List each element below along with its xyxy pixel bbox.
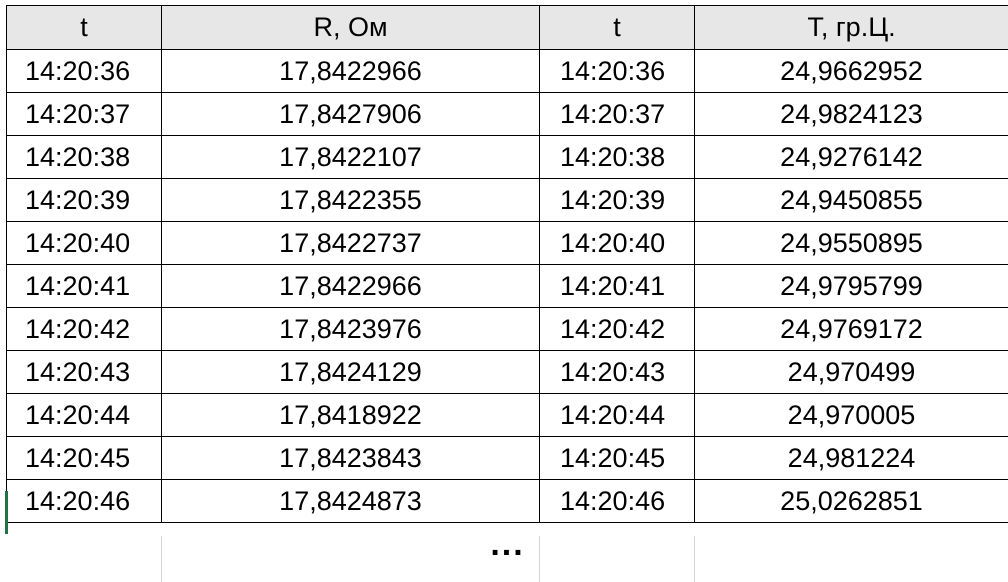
table-row: 14:20:40 17,8422737 14:20:40 24,9550895 [6, 221, 1008, 265]
table-row: 14:20:37 17,8427906 14:20:37 24,9824123 [6, 92, 1008, 136]
table-footer: ... [6, 522, 1008, 567]
cell-time-2[interactable]: 14:20:41 [539, 264, 695, 308]
cell-temperature[interactable]: 24,9795799 [694, 264, 1008, 308]
cell-time-1[interactable]: 14:20:39 [6, 178, 162, 222]
cell-time-2[interactable]: 14:20:40 [539, 221, 695, 265]
table-row: 14:20:36 17,8422966 14:20:36 24,9662952 [6, 49, 1008, 93]
cell-time-2[interactable]: 14:20:38 [539, 135, 695, 179]
header-row: t R, Ом t T, гр.Ц. [6, 5, 1008, 50]
cell-time-1[interactable]: 14:20:41 [6, 264, 162, 308]
cell-resistance[interactable]: 17,8422355 [161, 178, 540, 222]
table-row: 14:20:44 17,8418922 14:20:44 24,970005 [6, 393, 1008, 437]
cell-temperature[interactable]: 24,981224 [694, 436, 1008, 480]
cell-time-1[interactable]: 14:20:46 [6, 479, 162, 523]
cell-temperature[interactable]: 24,9662952 [694, 49, 1008, 93]
cell-resistance[interactable]: 17,8423976 [161, 307, 540, 351]
header-resistance[interactable]: R, Ом [161, 5, 540, 50]
cell-time-2[interactable]: 14:20:39 [539, 178, 695, 222]
cell-time-2[interactable]: 14:20:37 [539, 92, 695, 136]
gridline-faint [539, 536, 540, 582]
cell-time-2[interactable]: 14:20:46 [539, 479, 695, 523]
cell-temperature[interactable]: 24,9824123 [694, 92, 1008, 136]
table-row: 14:20:46 17,8424873 14:20:46 25,0262851 [6, 479, 1008, 523]
gridline-faint [694, 536, 695, 582]
sheet-left-edge [0, 0, 6, 582]
cell-temperature[interactable]: 24,9550895 [694, 221, 1008, 265]
table-row: 14:20:43 17,8424129 14:20:43 24,970499 [6, 350, 1008, 394]
cell-time-1[interactable]: 14:20:42 [6, 307, 162, 351]
table-row: 14:20:39 17,8422355 14:20:39 24,9450855 [6, 178, 1008, 222]
cell-resistance[interactable]: 17,8423843 [161, 436, 540, 480]
cell-resistance[interactable]: 17,8418922 [161, 393, 540, 437]
cell-temperature[interactable]: 24,9769172 [694, 307, 1008, 351]
cell-resistance[interactable]: 17,8424129 [161, 350, 540, 394]
table-row: 14:20:42 17,8423976 14:20:42 24,9769172 [6, 307, 1008, 351]
continuation-row: ... [6, 522, 1008, 567]
cell-resistance[interactable]: 17,8422966 [161, 49, 540, 93]
cell-temperature[interactable]: 24,9276142 [694, 135, 1008, 179]
table-row: 14:20:41 17,8422966 14:20:41 24,9795799 [6, 264, 1008, 308]
cell-time-1[interactable]: 14:20:40 [6, 221, 162, 265]
continuation-ellipsis[interactable]: ... [6, 522, 1008, 567]
cell-temperature[interactable]: 25,0262851 [694, 479, 1008, 523]
table-row: 14:20:38 17,8422107 14:20:38 24,9276142 [6, 135, 1008, 179]
cell-time-2[interactable]: 14:20:43 [539, 350, 695, 394]
cell-resistance[interactable]: 17,8427906 [161, 92, 540, 136]
cell-time-2[interactable]: 14:20:36 [539, 49, 695, 93]
header-time-2[interactable]: t [539, 5, 695, 50]
cell-temperature[interactable]: 24,970499 [694, 350, 1008, 394]
cell-temperature[interactable]: 24,9450855 [694, 178, 1008, 222]
cell-time-1[interactable]: 14:20:38 [6, 135, 162, 179]
cell-time-2[interactable]: 14:20:45 [539, 436, 695, 480]
cell-time-1[interactable]: 14:20:45 [6, 436, 162, 480]
table-header: t R, Ом t T, гр.Ц. [6, 5, 1008, 50]
gridline-faint [161, 536, 162, 582]
cell-time-1[interactable]: 14:20:37 [6, 92, 162, 136]
cell-time-1[interactable]: 14:20:43 [6, 350, 162, 394]
table-body: 14:20:36 17,8422966 14:20:36 24,9662952 14:2… [6, 49, 1008, 523]
header-temperature[interactable]: T, гр.Ц. [694, 5, 1008, 50]
cell-resistance[interactable]: 17,8424873 [161, 479, 540, 523]
cell-time-1[interactable]: 14:20:44 [6, 393, 162, 437]
cell-time-1[interactable]: 14:20:36 [6, 49, 162, 93]
cell-resistance[interactable]: 17,8422966 [161, 264, 540, 308]
cell-time-2[interactable]: 14:20:44 [539, 393, 695, 437]
cell-resistance[interactable]: 17,8422737 [161, 221, 540, 265]
active-cell-indicator [5, 491, 8, 534]
cell-time-2[interactable]: 14:20:42 [539, 307, 695, 351]
header-time-1[interactable]: t [6, 5, 162, 50]
cell-resistance[interactable]: 17,8422107 [161, 135, 540, 179]
table-row: 14:20:45 17,8423843 14:20:45 24,981224 [6, 436, 1008, 480]
cell-temperature[interactable]: 24,970005 [694, 393, 1008, 437]
data-table: t R, Ом t T, гр.Ц. 14:20:36 17,8422966 14:… [6, 5, 1008, 567]
